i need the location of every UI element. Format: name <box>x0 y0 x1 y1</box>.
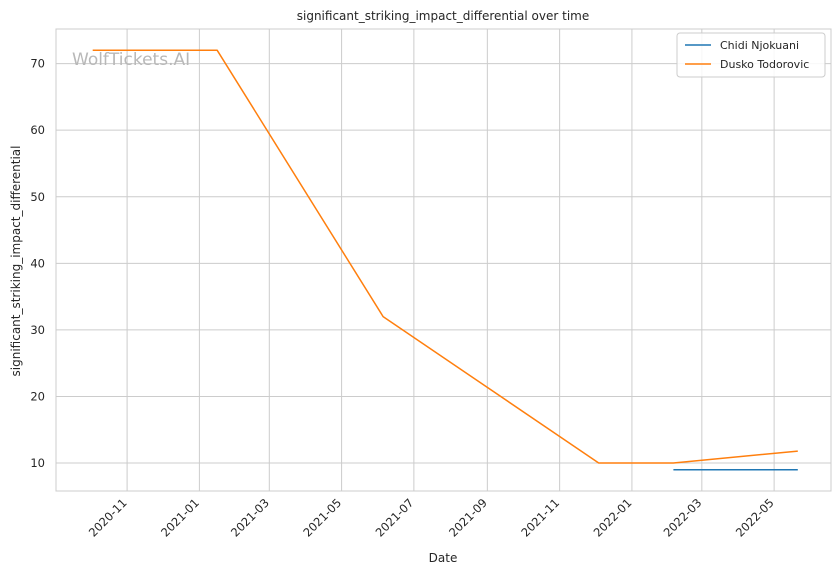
y-axis-label: significant_striking_impact_differential <box>9 146 23 377</box>
y-tick-label: 30 <box>30 323 45 337</box>
legend-box <box>676 32 826 78</box>
series-layer <box>92 49 798 471</box>
legend: Chidi Njokuani Dusko Todorovic <box>676 32 826 78</box>
y-tick-label: 20 <box>30 389 45 403</box>
series-line-dusko-todorovic <box>92 49 798 464</box>
y-tick-label: 70 <box>30 57 45 71</box>
y-tick-labels: 10 20 30 40 50 60 70 <box>30 57 45 470</box>
y-tick-label: 60 <box>30 123 45 137</box>
legend-label-dusko-todorovic: Dusko Todorovic <box>720 58 809 71</box>
y-gridlines <box>56 63 831 464</box>
chart-title: significant_striking_impact_differential… <box>297 9 589 23</box>
plot-area-frame <box>55 28 832 492</box>
x-gridlines <box>126 29 775 491</box>
legend-label-chidi-njokuani: Chidi Njokuani <box>720 39 799 52</box>
watermark-text: WolfTickets.AI <box>72 50 190 70</box>
y-tick-label: 40 <box>30 256 45 270</box>
y-tick-label: 10 <box>30 456 45 470</box>
x-axis-label: Date <box>429 551 458 565</box>
y-tick-label: 50 <box>30 190 45 204</box>
